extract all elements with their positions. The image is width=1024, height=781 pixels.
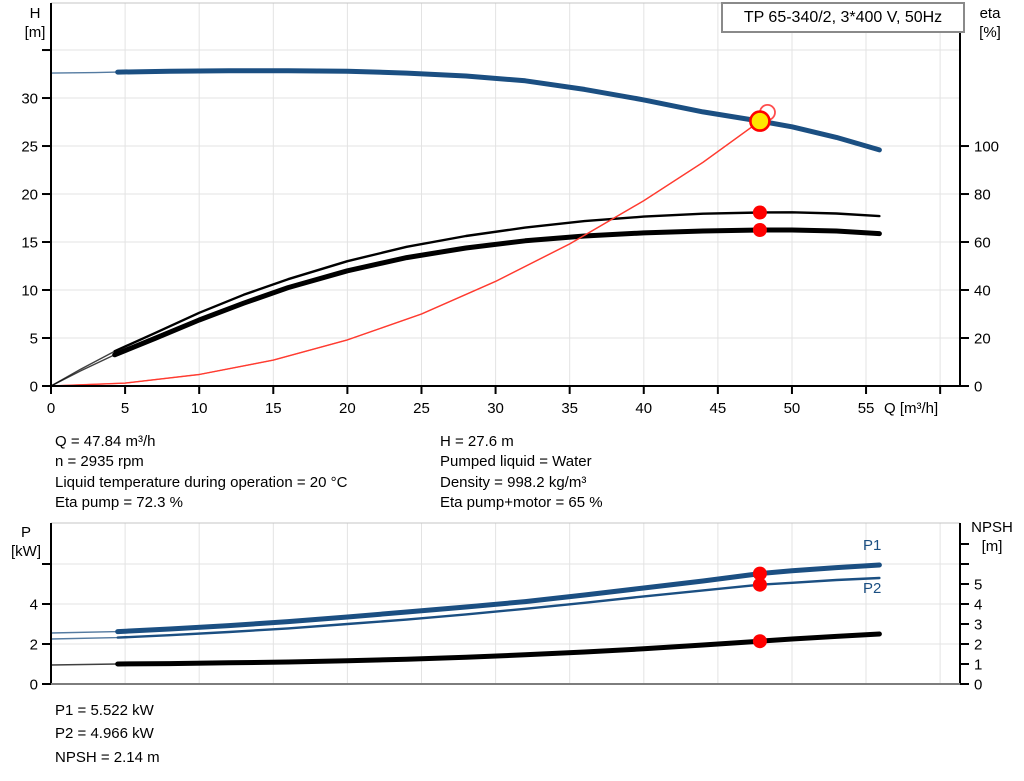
eta-axis-label: eta [%] xyxy=(971,4,1009,42)
npsh-axis-unit: [m] xyxy=(981,538,1003,555)
npsh-axis-label: NPSH [m] xyxy=(962,518,1022,556)
h-axis-unit: [m] xyxy=(24,24,46,41)
x-axis-tick-label: 5 xyxy=(121,400,129,417)
annotation-eta-pump: Eta pump = 72.3 % xyxy=(55,494,183,511)
right-axis-tick-label: 0 xyxy=(974,677,982,694)
x-axis-tick-label: 40 xyxy=(635,400,652,417)
right-axis-tick-label: 5 xyxy=(974,577,982,594)
eta-pump-curve-lead-in xyxy=(50,211,880,387)
h-q-curve xyxy=(115,68,882,153)
pump-title-box: TP 65-340/2, 3*400 V, 50Hz xyxy=(721,2,965,33)
left-axis-tick-label: 30 xyxy=(21,91,38,108)
right-axis-tick-label: 100 xyxy=(974,139,999,156)
p2-curve-label: P2 xyxy=(863,580,882,597)
right-axis-tick-label: 2 xyxy=(974,637,982,654)
eta-axis-symbol: eta xyxy=(979,5,1001,22)
left-axis-tick-label: 5 xyxy=(30,331,38,348)
left-axis-tick-label: 10 xyxy=(21,283,38,300)
right-axis-tick-label: 0 xyxy=(974,379,982,396)
bottom-chart: 0 2 4 0 1 2 3 4 5 xyxy=(30,522,982,694)
left-axis-tick-label: 0 xyxy=(30,677,38,694)
eta-pump-motor-duty-dot xyxy=(752,223,767,237)
p1-duty-dot xyxy=(752,566,767,581)
p-axis-label: P [kW] xyxy=(4,523,48,561)
left-axis-tick-label: 2 xyxy=(30,637,38,654)
left-axis-tick-label: 4 xyxy=(30,597,38,614)
annotation-n: n = 2935 rpm xyxy=(55,453,144,470)
q-axis-label: Q [m³/h] xyxy=(884,400,939,417)
x-axis-tick-label: 0 xyxy=(47,400,55,417)
right-axis-tick-label: 60 xyxy=(974,235,991,252)
x-axis-tick-label: 30 xyxy=(487,400,504,417)
eta-pump-motor-curve-lead-in xyxy=(50,229,880,387)
right-axis-tick-label: 40 xyxy=(974,283,991,300)
x-axis-tick-label: 25 xyxy=(413,400,430,417)
h-axis-symbol: H xyxy=(29,5,41,22)
eta-axis-unit: [%] xyxy=(979,24,1001,41)
annotation-pumped-liquid: Pumped liquid = Water xyxy=(440,453,592,470)
annotation-h: H = 27.6 m xyxy=(440,433,514,450)
annotation-density: Density = 998.2 kg/m³ xyxy=(440,474,587,491)
annotation-p2: P2 = 4.966 kW xyxy=(55,725,154,742)
right-axis-tick-label: 4 xyxy=(974,597,982,614)
x-axis-tick-label: 35 xyxy=(561,400,578,417)
right-axis-tick-label: 3 xyxy=(974,617,982,634)
system-curve-lead-in xyxy=(50,114,768,387)
h-q-curve-lead-in xyxy=(50,69,880,151)
annotation-eta-pump-motor: Eta pump+motor = 65 % xyxy=(440,494,603,511)
p-axis-unit: [kW] xyxy=(11,543,41,560)
annotation-p1: P1 = 5.522 kW xyxy=(55,702,154,719)
left-axis-tick-label: 15 xyxy=(21,235,38,252)
p-axis-symbol: P xyxy=(20,524,31,541)
x-axis-tick-label: 50 xyxy=(784,400,801,417)
npsh-curve xyxy=(115,631,882,667)
x-axis-tick-label: 10 xyxy=(191,400,208,417)
x-axis-tick-label: 55 xyxy=(858,400,875,417)
eta-pump-duty-dot xyxy=(752,205,767,220)
npsh-axis-symbol: NPSH xyxy=(971,519,1013,536)
left-axis-tick-label: 20 xyxy=(21,187,38,204)
left-axis-tick-label: 25 xyxy=(21,139,38,156)
annotation-liquid-temp: Liquid temperature during operation = 20… xyxy=(55,474,348,491)
annotation-npsh: NPSH = 2.14 m xyxy=(55,749,160,766)
p2-curve xyxy=(116,576,881,639)
eta-pump-curve xyxy=(113,211,881,353)
top-chart: 0 5 10 15 20 25 30 0 20 40 60 80 100 0 5 10 15 20 25 30 35 40… xyxy=(21,2,999,417)
duty-point-marker xyxy=(749,110,771,132)
right-axis-tick-label: 1 xyxy=(974,657,982,674)
x-axis-tick-label: 45 xyxy=(710,400,727,417)
annotation-q: Q = 47.84 m³/h xyxy=(55,433,156,450)
right-axis-tick-label: 80 xyxy=(974,187,991,204)
system-curve xyxy=(50,114,768,387)
p1-curve-label: P1 xyxy=(863,537,882,554)
right-axis-tick-label: 20 xyxy=(974,331,991,348)
left-axis-tick-label: 0 xyxy=(30,379,38,396)
x-axis-tick-label: 15 xyxy=(265,400,282,417)
p1-curve xyxy=(115,562,882,635)
eta-pump-motor-curve xyxy=(112,227,882,358)
h-axis-label: H [m] xyxy=(17,4,53,42)
x-axis-tick-label: 20 xyxy=(339,400,356,417)
npsh-duty-dot xyxy=(752,634,767,649)
p2-duty-dot xyxy=(752,577,767,592)
